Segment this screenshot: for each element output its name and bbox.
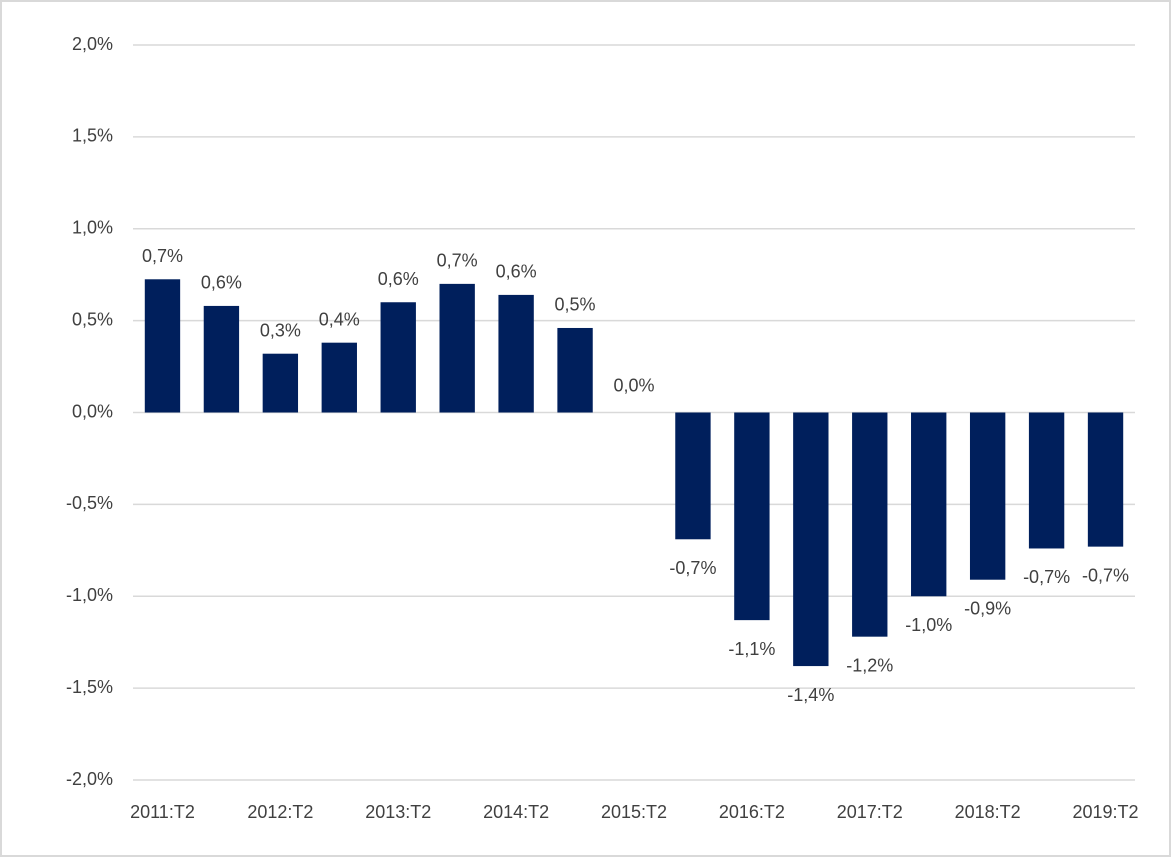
value-label: -1,1%	[728, 639, 775, 659]
bar	[793, 412, 829, 667]
y-tick-label: 0,5%	[72, 309, 113, 329]
value-label: 0,3%	[260, 320, 301, 340]
value-label: 0,0%	[613, 375, 654, 395]
value-label: 0,4%	[319, 309, 360, 329]
x-tick-label: 2018:T2	[955, 802, 1021, 822]
value-label: 0,6%	[378, 269, 419, 289]
y-tick-label: -2,0%	[66, 769, 113, 789]
value-label: -0,7%	[1023, 567, 1070, 587]
bar	[675, 412, 711, 540]
bar	[380, 302, 416, 413]
bar	[321, 342, 357, 413]
bar	[262, 353, 299, 413]
value-label: -1,2%	[846, 655, 893, 675]
x-tick-label: 2015:T2	[601, 802, 667, 822]
value-label: -0,9%	[964, 598, 1011, 618]
bar	[557, 327, 593, 413]
bar	[734, 412, 770, 621]
value-label: 0,6%	[201, 273, 242, 293]
y-tick-label: -1,0%	[66, 585, 113, 605]
x-tick-label: 2019:T2	[1072, 802, 1138, 822]
y-tick-label: 1,5%	[72, 126, 113, 146]
bar	[969, 412, 1006, 580]
value-label: 0,6%	[496, 262, 537, 282]
bar	[1028, 412, 1065, 549]
y-tick-label: 1,0%	[72, 218, 113, 238]
bar	[439, 283, 475, 413]
x-tick-label: 2011:T2	[130, 802, 195, 822]
x-tick-label: 2016:T2	[719, 802, 785, 822]
value-label: 0,7%	[437, 251, 478, 271]
bar	[144, 279, 181, 413]
value-label: -1,0%	[905, 615, 952, 635]
bar	[911, 412, 947, 597]
y-tick-label: 0,0%	[72, 401, 113, 421]
x-tick-label: 2017:T2	[837, 802, 903, 822]
bar	[1087, 412, 1124, 547]
bar	[203, 305, 240, 413]
bar	[852, 412, 888, 637]
x-tick-label: 2012:T2	[247, 802, 313, 822]
value-label: -0,7%	[1082, 565, 1129, 585]
bar	[498, 294, 534, 413]
value-label: 0,5%	[555, 295, 596, 315]
value-label: -0,7%	[669, 558, 716, 578]
y-tick-label: -0,5%	[66, 493, 113, 513]
x-tick-label: 2014:T2	[483, 802, 549, 822]
y-tick-label: 2,0%	[72, 34, 113, 54]
value-label: -1,4%	[787, 685, 834, 705]
x-tick-label: 2013:T2	[365, 802, 431, 822]
value-label: 0,7%	[142, 246, 183, 266]
y-tick-label: -1,5%	[66, 677, 113, 697]
